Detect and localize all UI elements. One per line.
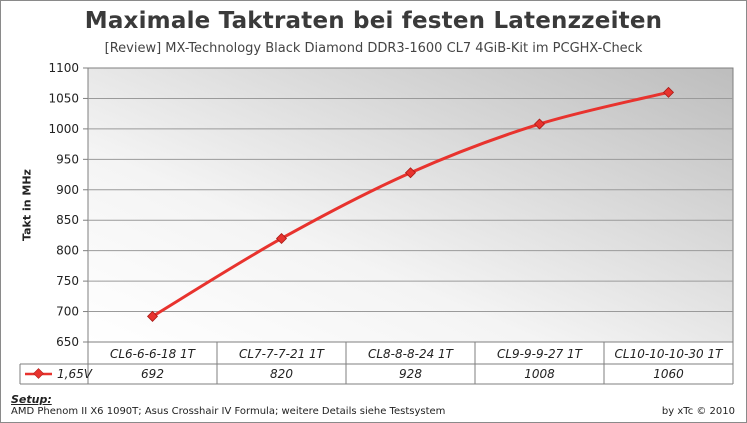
chart-subtitle: [Review] MX-Technology Black Diamond DDR… [104,41,643,56]
data-table-value: 1060 [653,367,684,381]
y-tick-label: 1000 [48,122,79,136]
data-table-value: 692 [141,367,164,381]
setup-title: Setup: [11,393,52,406]
x-category-label: CL7-7-7-21 1T [239,347,326,361]
data-point-marker [146,310,159,322]
data-point-marker [275,232,288,245]
chart-title: Maximale Taktraten bei festen Latenzzeit… [84,8,663,34]
data-table-value: 928 [399,367,422,381]
credit-text: by xTc © 2010 [661,406,735,417]
y-tick-label: 1050 [48,91,79,105]
x-category-label: CL9-9-9-27 1T [497,347,584,361]
y-tick-label: 950 [56,152,79,166]
y-tick-label: 650 [56,335,79,349]
x-category-label: CL8-8-8-24 1T [368,347,455,361]
data-point-marker [533,118,546,130]
data-table-value: 1008 [524,367,555,381]
legend-series-name: 1,65V [57,367,93,381]
y-tick-label: 800 [56,244,79,258]
y-tick-label: 700 [56,305,79,319]
setup-text: AMD Phenom II X6 1090T; Asus Crosshair I… [11,406,446,417]
x-category-label: CL10-10-10-30 1T [615,347,725,361]
y-tick-label: 750 [56,274,79,288]
plot-area [87,67,734,343]
data-point-marker [404,167,417,179]
legend-marker [33,368,44,379]
data-point-marker [662,86,675,98]
y-tick-label: 1100 [48,61,79,75]
x-category-label: CL6-6-6-18 1T [110,347,197,361]
y-tick-label: 900 [56,183,79,197]
y-tick-label: 850 [56,213,79,227]
data-table-value: 820 [270,367,293,381]
